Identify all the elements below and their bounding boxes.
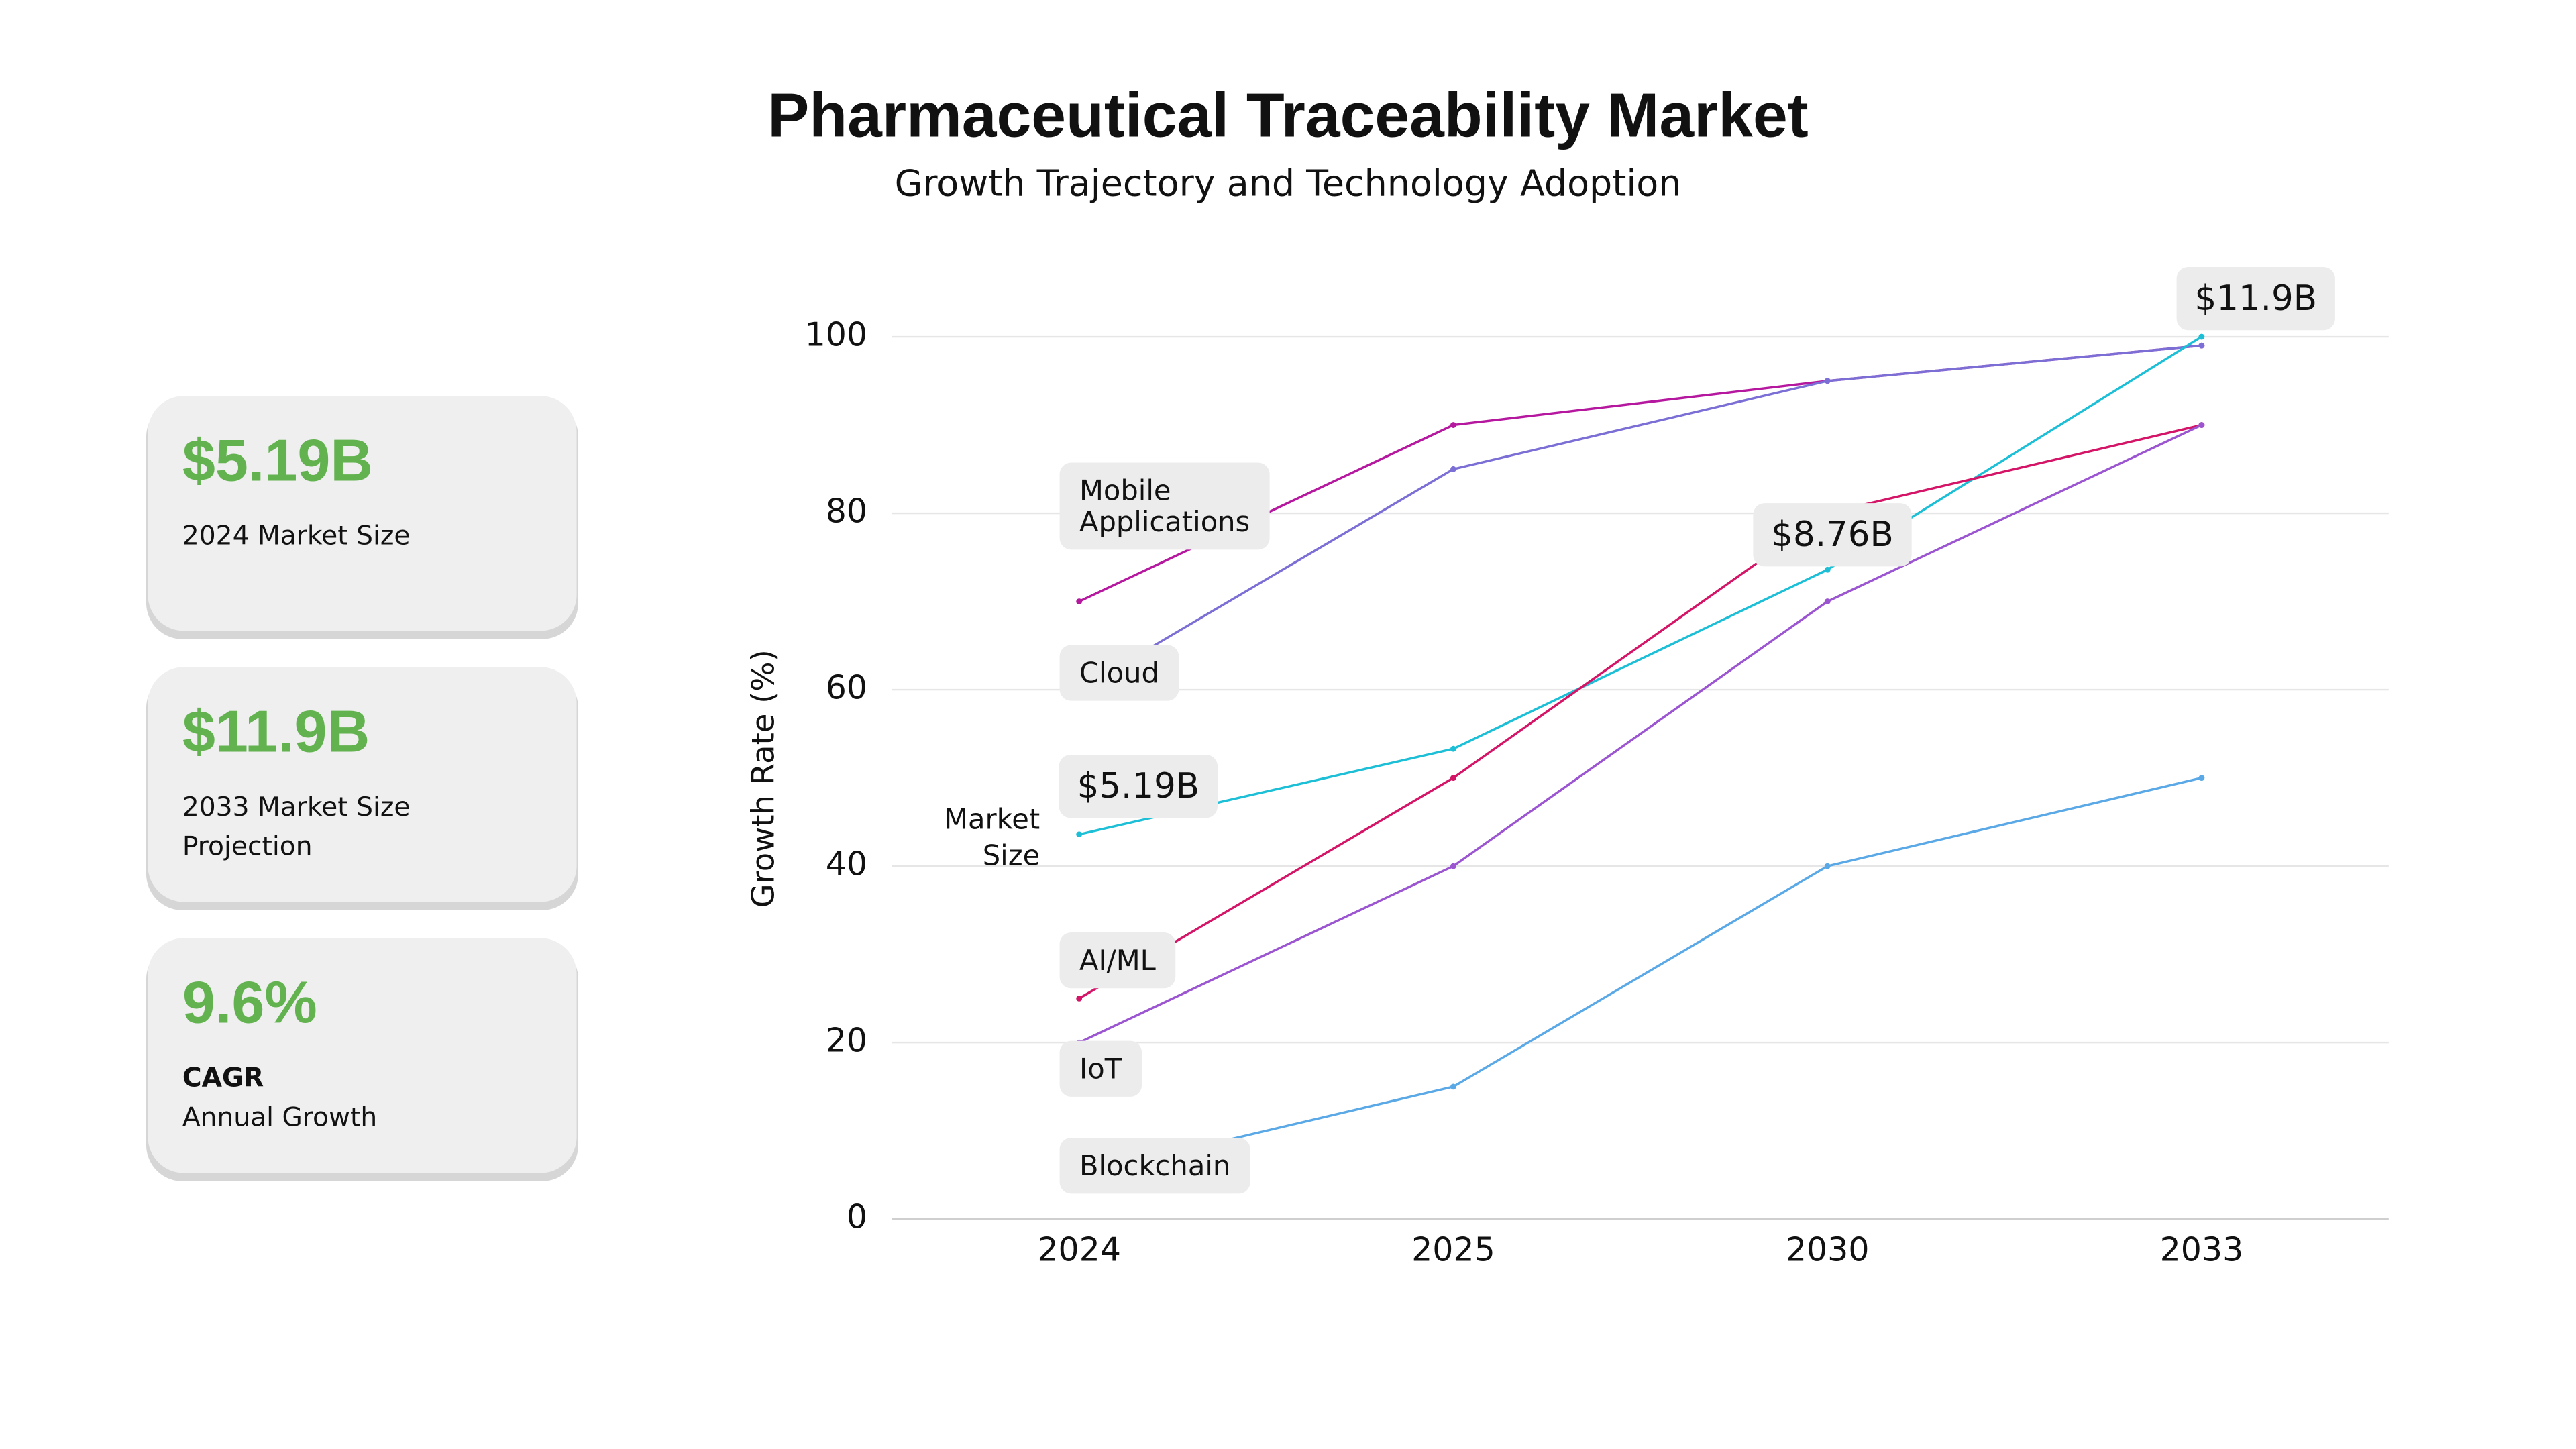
data-point xyxy=(1450,1083,1456,1090)
y-tick-label: 20 xyxy=(826,1022,867,1060)
chart-subtitle: Growth Trajectory and Technology Adoptio… xyxy=(895,162,1682,204)
x-tick-label: 2024 xyxy=(1037,1231,1121,1269)
label-box xyxy=(2176,267,2335,331)
point-label: $8.76B xyxy=(1771,515,1893,555)
data-point xyxy=(1824,863,1831,869)
data-point xyxy=(1076,598,1083,604)
series-label: IoT xyxy=(1079,1053,1122,1085)
data-point xyxy=(1450,863,1456,869)
label-box xyxy=(1059,1040,1142,1097)
data-point xyxy=(2198,775,2205,781)
series-line xyxy=(1079,335,2202,836)
series-line xyxy=(1078,423,2202,1000)
data-point xyxy=(1450,466,1456,472)
label-box xyxy=(1059,932,1176,989)
label-box xyxy=(1059,755,1218,818)
data-point xyxy=(2198,342,2205,349)
label-box xyxy=(1059,1138,1250,1194)
kpi-value: $5.19B xyxy=(182,427,373,493)
series-label: Cloud xyxy=(1079,657,1159,690)
data-point xyxy=(1450,775,1456,781)
kpi-label: 2024 Market Size xyxy=(182,521,411,551)
chart-title: Pharmaceutical Traceability Market xyxy=(767,80,1809,150)
data-point xyxy=(1450,422,1456,428)
x-tick-label: 2025 xyxy=(1411,1231,1495,1269)
series-label: Blockchain xyxy=(1079,1149,1230,1182)
y-tick-label: 100 xyxy=(805,316,867,354)
series-label: Mobile Applications xyxy=(1079,474,1250,539)
kpi-heading: CAGR xyxy=(182,1063,264,1093)
data-point xyxy=(2198,333,2205,340)
data-point xyxy=(1450,745,1456,752)
kpi-card xyxy=(148,667,577,902)
kpi-label: 2033 Market Size Projection xyxy=(182,792,411,861)
series-line xyxy=(1078,344,2202,691)
y-tick-label: 80 xyxy=(826,492,867,531)
x-tick-label: 2030 xyxy=(1786,1231,1870,1269)
data-point xyxy=(1824,378,1831,384)
x-tick-label: 2033 xyxy=(2160,1231,2244,1269)
data-point xyxy=(1076,831,1083,838)
series-line xyxy=(1078,424,2202,1044)
kpi-label: Annual Growth xyxy=(182,1102,377,1132)
point-label: $11.9B xyxy=(2195,278,2317,319)
y-tick-label: 60 xyxy=(826,669,867,707)
y-tick-label: 0 xyxy=(847,1198,867,1236)
y-tick-label: 40 xyxy=(826,845,867,883)
label-box xyxy=(1059,462,1270,550)
kpi-card xyxy=(148,938,577,1173)
point-label: $5.19B xyxy=(1077,766,1199,806)
kpi-value: $11.9B xyxy=(182,698,370,764)
series-label: Market Size xyxy=(944,802,1040,871)
data-point xyxy=(1824,566,1831,573)
kpi-value: 9.6% xyxy=(182,969,317,1036)
label-box xyxy=(1753,503,1912,567)
kpi-card xyxy=(148,396,577,631)
data-point xyxy=(1076,995,1083,1002)
y-axis-label: Growth Rate (%) xyxy=(745,649,782,908)
label-box xyxy=(1059,645,1179,701)
data-point xyxy=(2198,422,2205,428)
data-point xyxy=(1824,598,1831,604)
series-line xyxy=(1079,776,2202,1177)
series-label: AI/ML xyxy=(1079,944,1156,977)
